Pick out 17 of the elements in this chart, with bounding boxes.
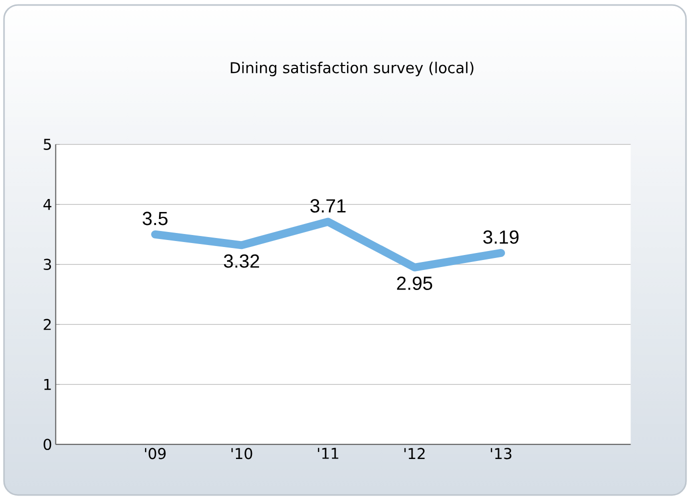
y-tick-label: 0 [44,438,52,450]
x-tick-label: '13 [490,448,512,460]
data-label: 3.19 [483,230,519,244]
y-tick-label: 4 [43,198,52,210]
x-tick-label: '10 [231,448,252,460]
chart-title: Dining satisfaction survey (local) [230,62,474,76]
x-tick-label: '09 [145,448,166,460]
data-label: 2.95 [397,276,432,290]
y-tick-label: 2 [44,318,51,330]
x-tick-label: '12 [404,448,425,459]
data-label: 3.71 [310,199,346,213]
y-tick-label: 3 [44,258,51,270]
data-label: 3.5 [142,212,168,226]
y-tick-label: 5 [44,138,51,150]
data-label: 3.32 [224,254,260,268]
y-tick-label: 1 [44,378,51,390]
x-tick-label: '11 [318,448,338,459]
